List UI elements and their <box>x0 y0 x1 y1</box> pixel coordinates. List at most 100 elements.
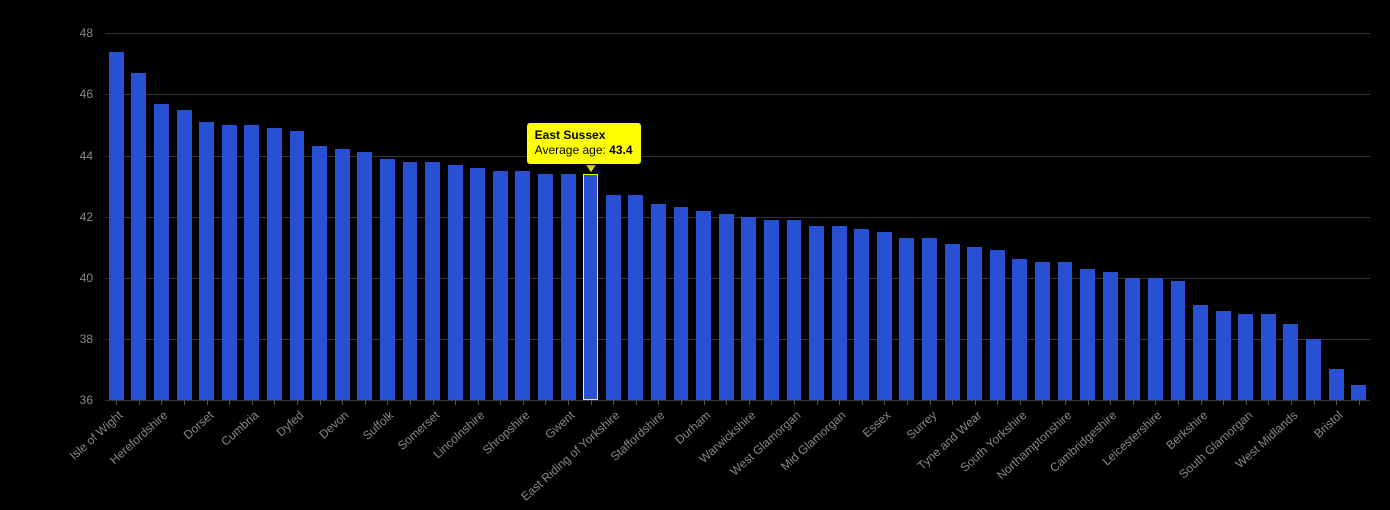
x-axis-tick <box>568 400 569 405</box>
y-axis-tick-label: 36 <box>0 393 93 407</box>
bar[interactable] <box>628 195 643 400</box>
bar[interactable] <box>990 250 1005 400</box>
bar[interactable] <box>425 162 440 400</box>
bar[interactable] <box>357 152 372 400</box>
bar[interactable] <box>922 238 937 400</box>
y-axis-tick-label: 46 <box>0 87 93 101</box>
x-axis-tick <box>545 400 546 405</box>
bar[interactable] <box>583 174 598 400</box>
bar[interactable] <box>741 217 756 400</box>
y-axis-tick-label: 40 <box>0 271 93 285</box>
bar[interactable] <box>1306 339 1321 400</box>
bar[interactable] <box>967 247 982 400</box>
bar[interactable] <box>674 207 689 400</box>
bar[interactable] <box>945 244 960 400</box>
tooltip-stat-label: Average age: <box>535 143 610 157</box>
x-axis-tick <box>342 400 343 405</box>
x-axis-tick-label: Devon <box>316 408 351 442</box>
y-axis-tick-label: 38 <box>0 332 93 346</box>
x-axis-tick <box>1291 400 1292 405</box>
tooltip-name: East Sussex <box>535 128 606 142</box>
bar[interactable] <box>561 174 576 400</box>
bar[interactable] <box>877 232 892 400</box>
bar[interactable] <box>131 73 146 400</box>
bar[interactable] <box>403 162 418 400</box>
x-axis-tick <box>229 400 230 405</box>
bar[interactable] <box>1261 314 1276 400</box>
bar[interactable] <box>696 211 711 400</box>
bar[interactable] <box>244 125 259 400</box>
bar[interactable] <box>335 149 350 400</box>
x-axis-tick <box>681 400 682 405</box>
bar[interactable] <box>470 168 485 400</box>
bar[interactable] <box>1238 314 1253 400</box>
x-axis-tick <box>161 400 162 405</box>
bar[interactable] <box>1058 262 1073 400</box>
bar[interactable] <box>1080 269 1095 400</box>
gridline <box>105 33 1370 34</box>
bar[interactable] <box>199 122 214 400</box>
bar[interactable] <box>1216 311 1231 400</box>
x-axis-tick <box>500 400 501 405</box>
bar[interactable] <box>312 146 327 400</box>
x-axis-tick <box>1065 400 1066 405</box>
y-axis-tick-label: 44 <box>0 149 93 163</box>
bar[interactable] <box>1351 385 1366 400</box>
x-axis-tick <box>1020 400 1021 405</box>
bar[interactable] <box>109 52 124 400</box>
bar[interactable] <box>899 238 914 400</box>
x-axis-tick <box>862 400 863 405</box>
x-axis-tick <box>410 400 411 405</box>
bar[interactable] <box>538 174 553 400</box>
bar[interactable] <box>651 204 666 400</box>
bar[interactable] <box>1012 259 1027 400</box>
bar[interactable] <box>787 220 802 400</box>
x-axis-tick-label: Gwent <box>542 408 577 442</box>
bar[interactable] <box>854 229 869 400</box>
bar[interactable] <box>493 171 508 400</box>
x-axis-tick <box>1088 400 1089 405</box>
x-axis-tick <box>1201 400 1202 405</box>
x-axis-tick <box>1155 400 1156 405</box>
x-axis-tick <box>1336 400 1337 405</box>
gridline <box>105 400 1370 401</box>
bar[interactable] <box>719 214 734 400</box>
bar[interactable] <box>290 131 305 400</box>
x-axis-tick <box>1042 400 1043 405</box>
x-axis-tick <box>365 400 366 405</box>
bar[interactable] <box>515 171 530 400</box>
x-axis-tick <box>320 400 321 405</box>
bar[interactable] <box>832 226 847 400</box>
x-axis-tick-label: Suffolk <box>360 408 396 443</box>
bar[interactable] <box>1171 281 1186 400</box>
bar[interactable] <box>1125 278 1140 400</box>
x-axis-tick <box>794 400 795 405</box>
plot-area <box>105 18 1370 400</box>
x-axis-tick <box>591 400 592 405</box>
bar[interactable] <box>267 128 282 400</box>
x-axis-tick-label: Essex <box>860 408 894 440</box>
bar[interactable] <box>154 104 169 400</box>
x-axis-tick <box>207 400 208 405</box>
x-axis-tick <box>952 400 953 405</box>
x-axis-tick <box>636 400 637 405</box>
bar[interactable] <box>1035 262 1050 400</box>
bar[interactable] <box>1329 369 1344 400</box>
x-axis-tick <box>907 400 908 405</box>
bar[interactable] <box>448 165 463 400</box>
x-axis-tick <box>1223 400 1224 405</box>
bar[interactable] <box>380 159 395 400</box>
bar[interactable] <box>1103 272 1118 400</box>
x-axis-tick <box>839 400 840 405</box>
x-axis-tick-label: Dorset <box>180 408 216 442</box>
bar[interactable] <box>222 125 237 400</box>
bar[interactable] <box>1283 324 1298 400</box>
bar[interactable] <box>764 220 779 400</box>
x-axis-tick <box>252 400 253 405</box>
x-axis-tick <box>1110 400 1111 405</box>
bar[interactable] <box>606 195 621 400</box>
bar[interactable] <box>177 110 192 400</box>
bar[interactable] <box>809 226 824 400</box>
bar[interactable] <box>1193 305 1208 400</box>
bar[interactable] <box>1148 278 1163 400</box>
